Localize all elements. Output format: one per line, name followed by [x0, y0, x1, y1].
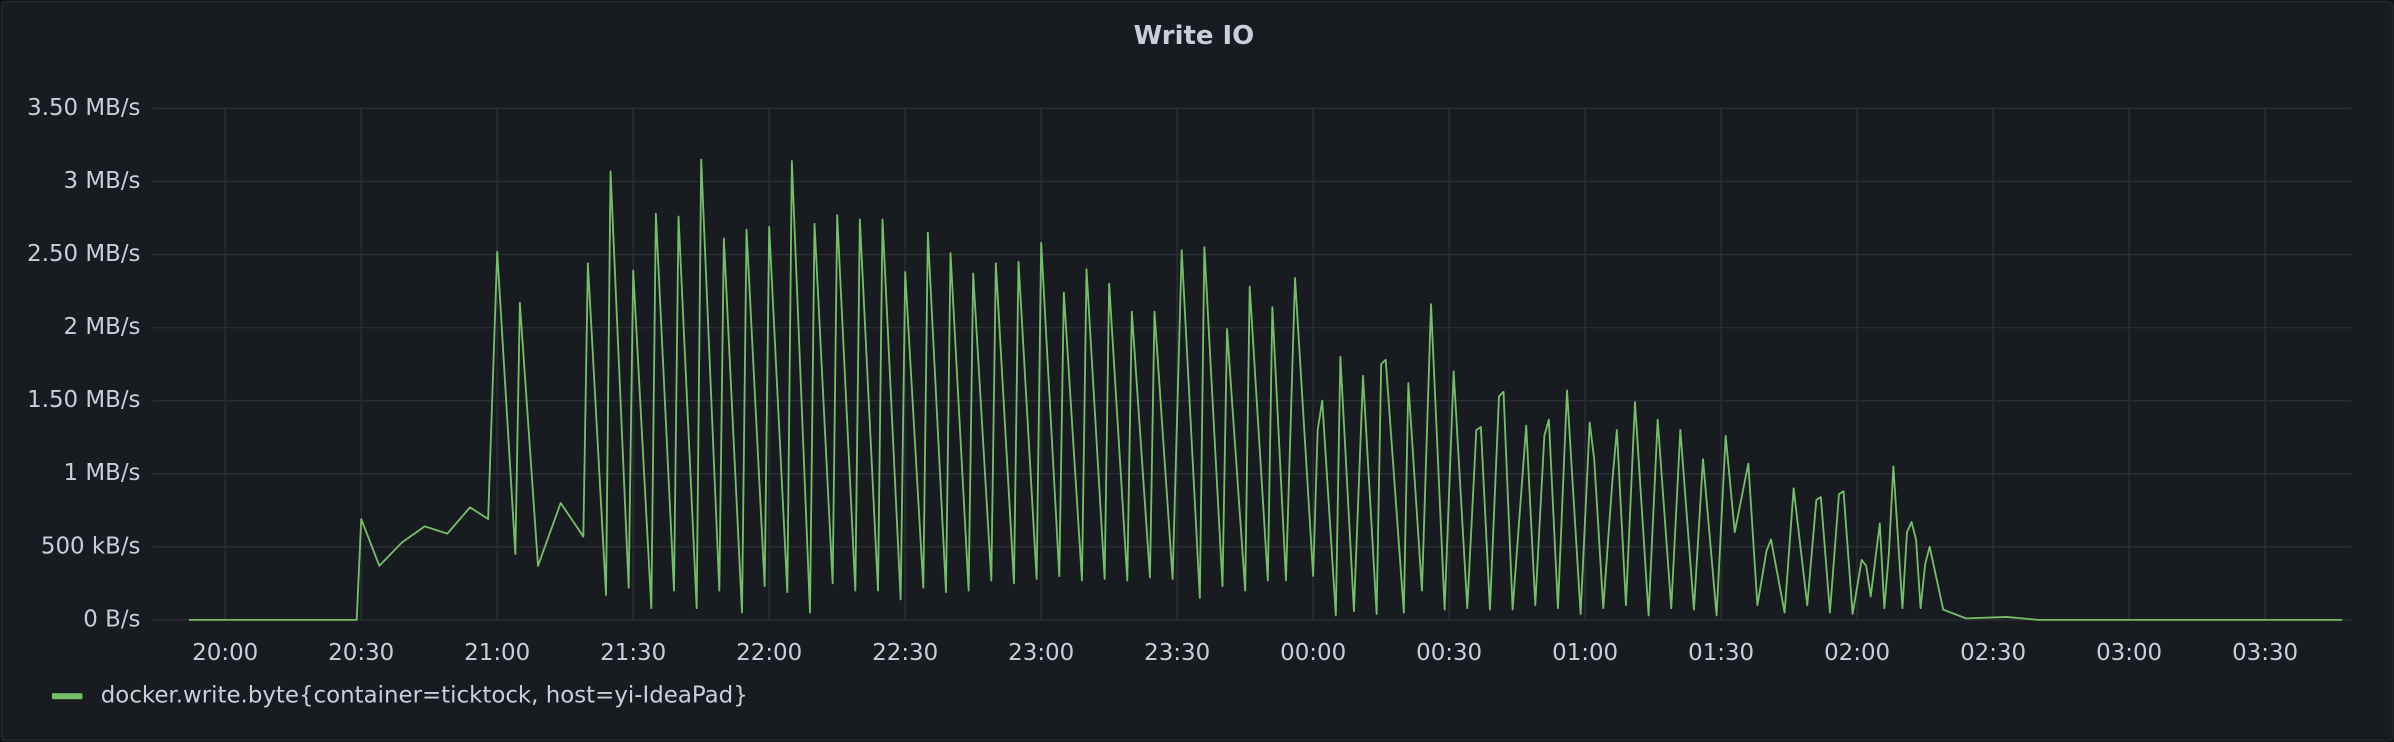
series-line	[188, 158, 2343, 621]
x-tick-label: 22:00	[736, 640, 802, 666]
x-tick-label: 22:30	[872, 640, 938, 666]
y-tick-label: 1 MB/s	[64, 460, 141, 486]
x-tick-label: 20:00	[192, 640, 258, 666]
y-tick-label: 1.50 MB/s	[27, 387, 140, 413]
y-tick-label: 3 MB/s	[64, 168, 141, 194]
y-tick-label: 500 kB/s	[41, 533, 141, 559]
x-tick-label: 00:30	[1416, 640, 1482, 666]
y-tick-label: 2.50 MB/s	[27, 241, 140, 267]
x-tick-label: 23:30	[1144, 640, 1210, 666]
y-tick-label: 2 MB/s	[64, 314, 141, 340]
legend-swatch	[51, 693, 83, 700]
x-tick-label: 01:30	[1688, 640, 1754, 666]
y-tick-label: 3.50 MB/s	[27, 95, 140, 121]
legend-label: docker.write.byte{container=ticktock, ho…	[101, 683, 748, 709]
x-tick-label: 02:00	[1824, 640, 1890, 666]
chart-title: Write IO	[1134, 21, 1255, 51]
x-tick-label: 01:00	[1552, 640, 1618, 666]
x-tick-label: 21:30	[600, 640, 666, 666]
x-tick-label: 23:00	[1008, 640, 1074, 666]
x-tick-label: 20:30	[328, 640, 394, 666]
x-tick-label: 02:30	[1960, 640, 2026, 666]
x-tick-label: 21:00	[464, 640, 530, 666]
y-tick-label: 0 B/s	[83, 606, 140, 632]
x-tick-label: 03:00	[2096, 640, 2162, 666]
x-tick-label: 00:00	[1280, 640, 1346, 666]
x-tick-label: 03:30	[2232, 640, 2298, 666]
